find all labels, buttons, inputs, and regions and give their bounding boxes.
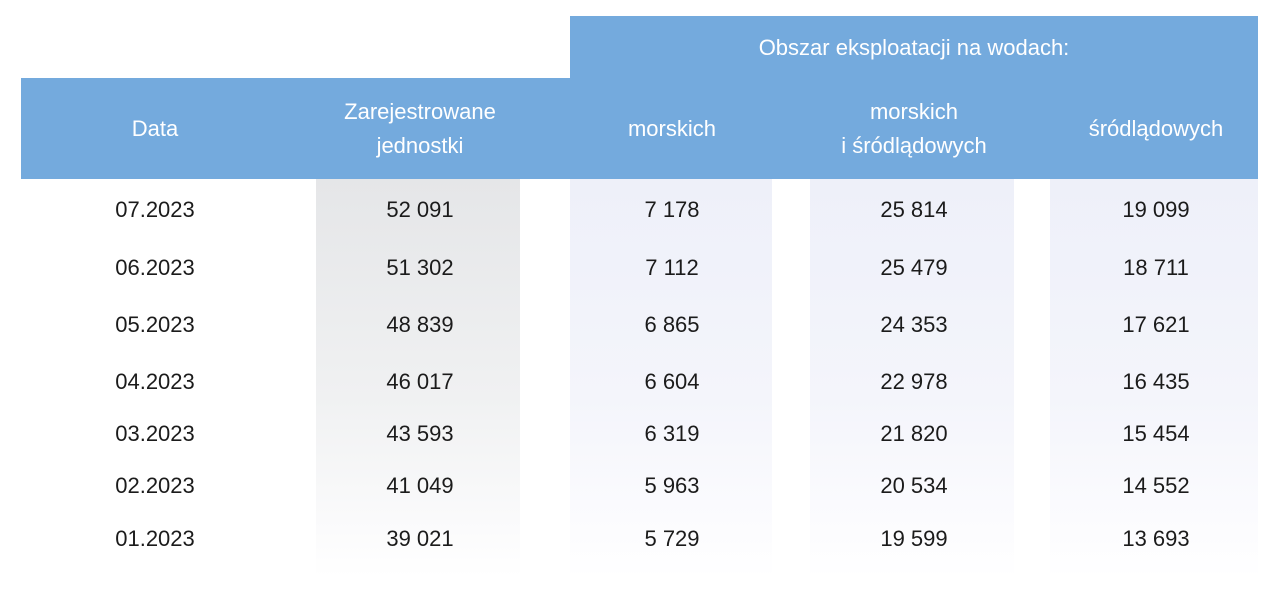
column-header-registered: Zarejestrowane jednostki xyxy=(344,98,496,158)
cell-registered: 41 049 xyxy=(386,473,454,498)
cell-inland: 14 552 xyxy=(1122,473,1190,498)
cell-sea: 5 729 xyxy=(644,526,700,551)
cell-sea: 7 178 xyxy=(644,197,700,222)
cell-sea: 7 112 xyxy=(645,255,699,280)
cell-sea: 6 865 xyxy=(644,312,700,337)
table-row: 05.2023 48 839 6 865 24 353 17 621 xyxy=(0,305,1280,345)
cell-date: 04.2023 xyxy=(115,369,195,394)
inland-column-shade xyxy=(1050,178,1258,578)
water-area-group-label: Obszar eksploatacji na wodach: xyxy=(758,35,1070,60)
cell-inland: 15 454 xyxy=(1122,421,1190,446)
cell-registered: 46 017 xyxy=(386,369,454,394)
cell-date: 06.2023 xyxy=(115,255,195,280)
cell-registered: 43 593 xyxy=(386,421,454,446)
column-header-sea-and-inland: morskich i śródlądowych xyxy=(841,98,987,158)
cell-sea: 6 319 xyxy=(644,421,700,446)
sea-inland-column-shade xyxy=(810,178,1014,578)
cell-registered: 52 091 xyxy=(386,197,454,222)
cell-date: 02.2023 xyxy=(115,473,195,498)
cell-sea: 6 604 xyxy=(644,369,700,394)
cell-inland: 13 693 xyxy=(1122,526,1190,551)
cell-inland: 17 621 xyxy=(1122,312,1190,337)
column-header-sea: morskich xyxy=(627,115,716,141)
cell-date: 05.2023 xyxy=(115,312,195,337)
cell-registered: 39 021 xyxy=(386,526,454,551)
table-row: 04.2023 46 017 6 604 22 978 16 435 xyxy=(0,362,1280,402)
column-header-inland: śródlądowych xyxy=(1088,115,1224,141)
sea-column-shade xyxy=(570,178,772,578)
table-row: 01.2023 39 021 5 729 19 599 13 693 xyxy=(0,519,1280,559)
cell-sea-and-inland: 19 599 xyxy=(880,526,948,551)
table-row: 02.2023 41 049 5 963 20 534 14 552 xyxy=(0,466,1280,506)
column-header-date: Data xyxy=(131,115,179,141)
cell-sea-and-inland: 22 978 xyxy=(880,369,948,394)
cell-sea: 5 963 xyxy=(644,473,700,498)
cell-sea-and-inland: 21 820 xyxy=(880,421,948,446)
cell-inland: 19 099 xyxy=(1122,197,1190,222)
registered-column-shade xyxy=(316,178,520,578)
cell-sea-and-inland: 20 534 xyxy=(880,473,948,498)
table-row: 03.2023 43 593 6 319 21 820 15 454 xyxy=(0,414,1280,454)
cell-sea-and-inland: 25 814 xyxy=(880,197,948,222)
cell-inland: 16 435 xyxy=(1122,369,1190,394)
cell-registered: 48 839 xyxy=(386,312,454,337)
cell-registered: 51 302 xyxy=(386,255,454,280)
cell-date: 01.2023 xyxy=(115,526,195,551)
table-row: 06.2023 51 302 7 112 25 479 18 711 xyxy=(0,248,1280,288)
cell-date: 03.2023 xyxy=(115,421,195,446)
cell-sea-and-inland: 25 479 xyxy=(880,255,948,280)
table-header xyxy=(21,78,1258,179)
cell-sea-and-inland: 24 353 xyxy=(880,312,948,337)
water-area-group-header: Obszar eksploatacji na wodach: xyxy=(570,16,1258,80)
cell-date: 07.2023 xyxy=(115,197,195,222)
table-row: 07.2023 52 091 7 178 25 814 19 099 xyxy=(0,190,1280,230)
cell-inland: 18 711 xyxy=(1123,255,1189,280)
